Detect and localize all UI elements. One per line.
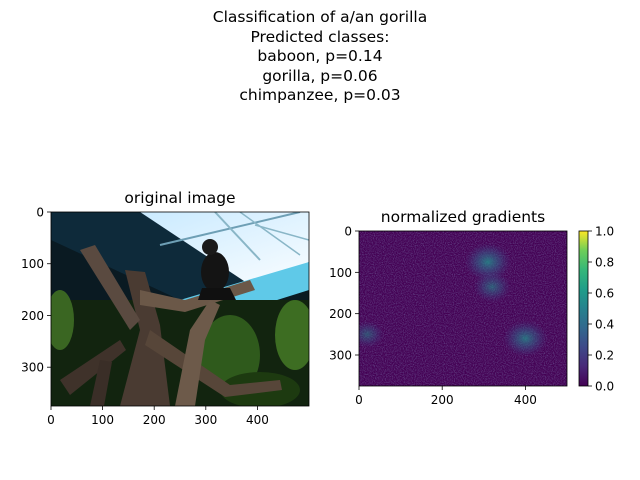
gradient-hotspot: [473, 271, 511, 302]
original-image-panel: original image: [21, 189, 310, 427]
title-line-4: gorilla, p=0.06: [262, 66, 378, 85]
colorbar-tick-label: 0.2: [595, 349, 614, 363]
gradients-x-tick-label: 0: [355, 393, 363, 407]
original-image-y-tick-label: 200: [21, 309, 44, 323]
gradients-y-tick-label: 100: [329, 266, 352, 280]
original-image-y-axis: 0 100 200 300: [21, 206, 51, 375]
gradients-x-tick-label: 400: [514, 393, 537, 407]
gradients-title: normalized gradients: [381, 208, 545, 226]
title-line-3: baboon, p=0.14: [257, 47, 383, 65]
original-image-x-tick-label: 200: [143, 413, 166, 427]
original-image-title: original image: [124, 189, 235, 207]
colorbar-tick-label: 1.0: [595, 225, 614, 239]
colorbar-tick-label: 0.8: [595, 256, 614, 270]
title-line-5: chimpanzee, p=0.03: [239, 86, 401, 104]
original-image-axes-frame: [50, 211, 310, 407]
original-image-x-tick-label: 0: [47, 413, 55, 427]
gradients-panel: normalized gradients 0 200 400 0100200300 …: [329, 208, 614, 407]
original-image-y-tick-label: 300: [21, 361, 44, 375]
gradients-x-tick-label: 200: [431, 393, 454, 407]
colorbar-axis: 0.0 0.2 0.4 0.6 0.8 1.0: [588, 225, 614, 394]
colorbar-tick-label: 0.6: [595, 287, 614, 301]
gorilla-photo: [51, 212, 309, 406]
gradient-hotspot: [503, 320, 548, 357]
original-image-y-tick-label: 0: [36, 206, 44, 220]
colorbar: [578, 230, 589, 387]
colorbar-tick-label: 0.4: [595, 318, 614, 332]
original-image-x-axis: 0 100 200 300 400: [47, 406, 269, 427]
title-line-2: Predicted classes:: [250, 27, 390, 46]
original-image-y-tick-label: 100: [21, 257, 44, 271]
gradients-y-tick-label: 0: [344, 225, 352, 239]
gradients-y-tick-label: 200: [329, 307, 352, 321]
gradient-hotspot: [464, 243, 512, 281]
colorbar-tick-label: 0.0: [595, 380, 614, 394]
gradients-y-tick-label: 300: [329, 349, 352, 363]
gradient-heatmap: [359, 231, 567, 386]
gradients-axes-frame: [358, 230, 568, 387]
title-line-1: Classification of a/an gorilla: [212, 8, 428, 26]
figure-title: Classification of a/an gorilla Predicted…: [0, 8, 640, 106]
original-image-x-tick-label: 300: [194, 413, 217, 427]
gradients-y-axis: 0 100 200 300: [329, 225, 359, 363]
original-image-x-tick-label: 100: [91, 413, 114, 427]
gradients-x-axis: 0 200 400: [355, 386, 537, 407]
original-image-x-tick-label: 400: [246, 413, 269, 427]
gradient-hotspot: [359, 320, 384, 348]
